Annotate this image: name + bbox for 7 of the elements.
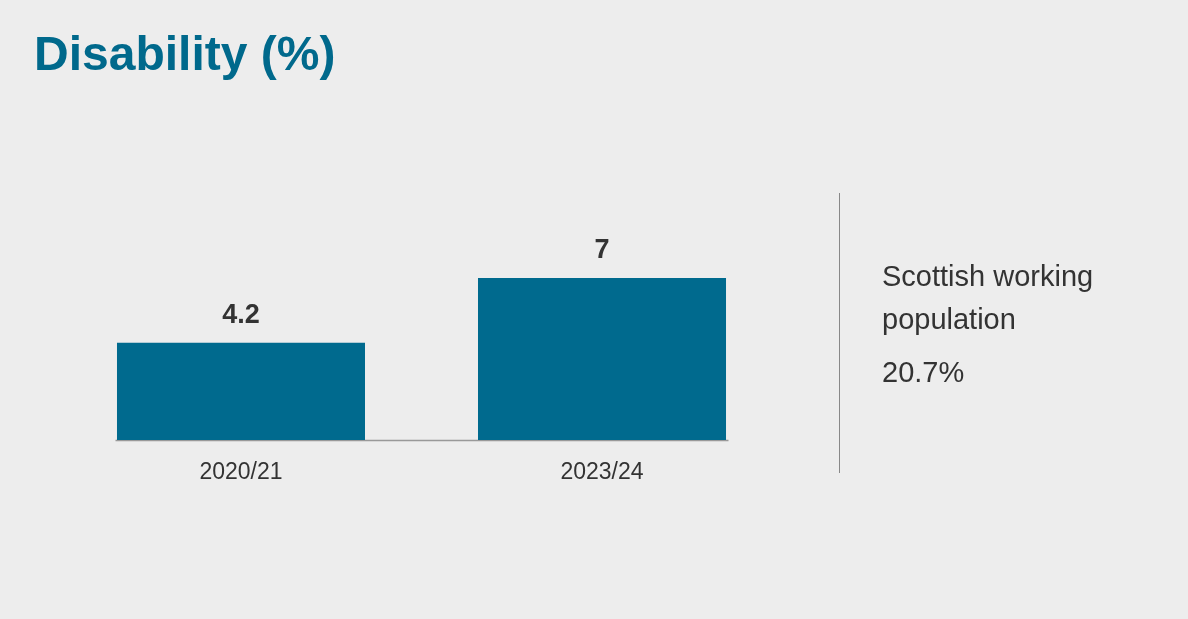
- chart-title: Disability (%): [34, 26, 336, 81]
- text: 20.7%: [882, 355, 966, 390]
- x-tick-label: 2023/24: [560, 457, 644, 484]
- text: Scottish working population: [882, 259, 1095, 337]
- data-label: 4.2: [222, 298, 260, 329]
- x-tick-label: 2020/21: [199, 457, 283, 484]
- data-label: 7: [594, 234, 610, 264]
